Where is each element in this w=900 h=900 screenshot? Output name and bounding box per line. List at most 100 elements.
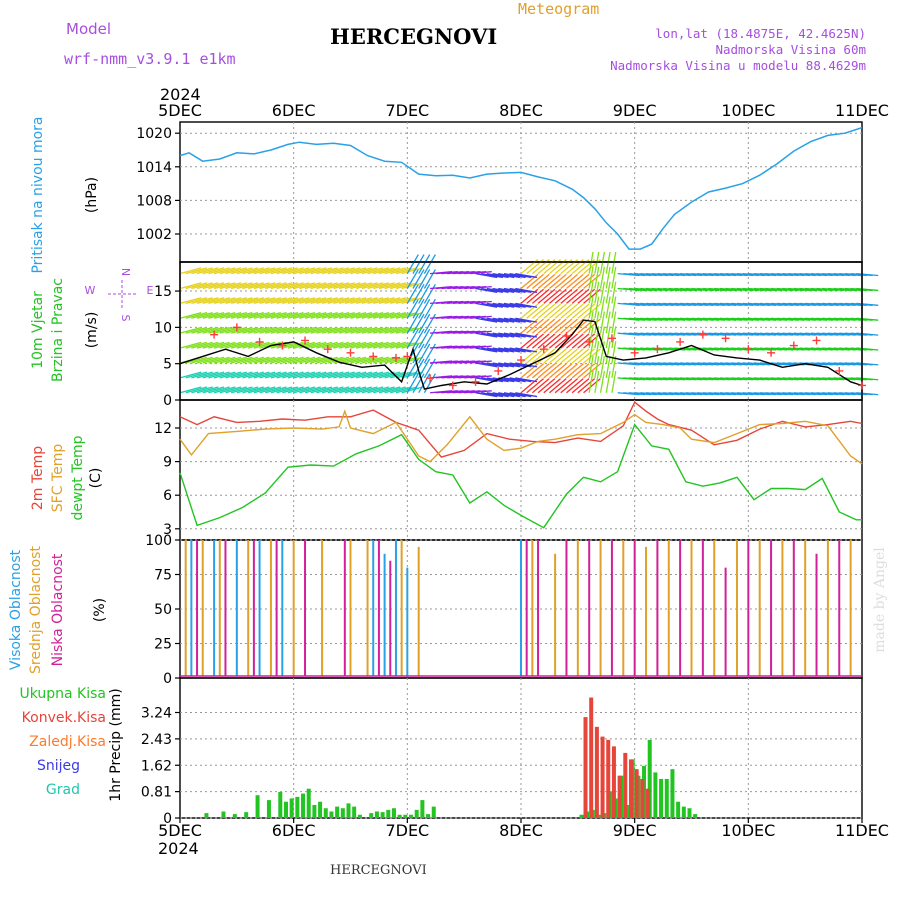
wind-barb: [299, 371, 321, 379]
wind-barb: [571, 303, 590, 319]
wind-barb: [248, 326, 270, 334]
wind-barb: [469, 300, 492, 305]
wind-barb: [588, 311, 594, 334]
wind-barb: [599, 266, 606, 289]
wind-barb: [208, 386, 230, 394]
precip-bar: [426, 814, 431, 818]
wind-barb: [259, 297, 281, 305]
wind-barb: [423, 358, 436, 379]
y-tick-label: 0.81: [141, 785, 172, 801]
wind-barb: [554, 303, 573, 319]
wind-barb: [406, 254, 419, 274]
wind-barb: [265, 311, 287, 319]
bottom-tick-label: 10DEC: [721, 821, 775, 840]
top-tick-label: 8DEC: [499, 101, 543, 120]
wind-barb: [373, 386, 395, 394]
wind-barb: [219, 341, 242, 349]
cloud-unit: (%): [92, 598, 108, 622]
wind-speed-line: [179, 319, 863, 390]
top-time-axis: 5DEC 6DEC 7DEC 8DEC 9DEC 10DEC 11DEC: [158, 101, 889, 120]
wind-barb: [236, 267, 259, 275]
wind-barb: [179, 326, 202, 334]
wind-barb: [571, 378, 590, 394]
elev-model-label: Nadmorska Visina u modelu 88.4629m: [610, 58, 866, 73]
wind-barb: [367, 311, 389, 319]
wind-barb: [356, 386, 378, 394]
gust-marker: [789, 341, 798, 350]
wind-barb: [503, 302, 526, 308]
wind-barb: [548, 273, 567, 290]
wind-barb: [599, 311, 606, 334]
wind-barb: [282, 326, 304, 334]
precip-bar: [640, 778, 645, 818]
wind-barb: [406, 313, 419, 334]
wind-barb: [270, 386, 293, 394]
wind-barb: [213, 282, 236, 290]
wind-barb: [361, 311, 384, 319]
wind-barb: [299, 311, 321, 319]
wind-barb: [498, 332, 521, 338]
wind-barb: [856, 392, 879, 396]
wind-barb: [588, 281, 594, 304]
wind-barb: [373, 341, 395, 349]
wind-barb: [390, 371, 412, 379]
wind-barb: [373, 282, 395, 290]
wind-barb: [242, 371, 264, 379]
gust-marker: [403, 352, 412, 361]
precip-bar: [266, 800, 271, 818]
wind-barb: [293, 326, 316, 334]
wind-barb: [566, 348, 584, 364]
wind-barb: [293, 341, 316, 349]
wind-ylabel-line1: 10m Vjetar: [30, 291, 46, 369]
wind-barb: [230, 356, 253, 364]
wind-barb: [503, 347, 526, 353]
wind-barb: [599, 281, 606, 304]
precip-bar: [634, 769, 639, 818]
precip-bar: [386, 809, 391, 818]
gust-marker: [539, 345, 548, 354]
wind-barb: [310, 311, 333, 319]
wind-barb: [185, 371, 208, 379]
wind-barb: [498, 287, 521, 293]
top-tick-label: 5DEC: [158, 101, 202, 120]
precip-bar: [687, 808, 692, 818]
wind-barb: [594, 341, 600, 364]
wind-barb: [605, 370, 611, 393]
wind-barb: [327, 386, 350, 394]
wind-barb: [378, 326, 401, 334]
wind-barb: [390, 311, 412, 319]
wind-barb: [395, 356, 418, 364]
wind-barb: [282, 282, 304, 290]
wind-barb: [248, 267, 270, 275]
wind-barb: [248, 341, 270, 349]
wind-barb: [344, 267, 367, 275]
wind-barb: [293, 386, 316, 394]
precip-bar: [420, 800, 425, 818]
wind-barb: [566, 303, 584, 319]
wind-barb: [475, 362, 498, 368]
wind-barb: [185, 267, 208, 275]
wind-barb: [395, 341, 418, 349]
wind-barb: [486, 392, 509, 398]
wind-barb: [605, 266, 611, 289]
precip-legend-item: Zaledj.Kisa: [29, 734, 106, 750]
wind-barb: [566, 363, 584, 379]
wind-barb: [599, 296, 606, 319]
wind-barb: [276, 267, 299, 275]
wind-barb: [225, 297, 247, 305]
wind-barb: [276, 282, 299, 290]
wind-barb: [367, 341, 389, 349]
wind-barb: [390, 386, 412, 394]
wind-barb: [236, 282, 259, 290]
wind-barb: [492, 302, 515, 308]
wind-barb: [543, 363, 562, 379]
wind-barb: [412, 328, 425, 349]
wind-barb: [356, 371, 378, 379]
wind-barb: [230, 282, 253, 290]
wind-barb: [361, 282, 384, 290]
wind-barb: [270, 267, 293, 275]
wind-barb: [282, 341, 304, 349]
precip-bar: [289, 798, 294, 818]
wind-barb: [304, 371, 327, 379]
temp-line-2: [179, 409, 863, 465]
